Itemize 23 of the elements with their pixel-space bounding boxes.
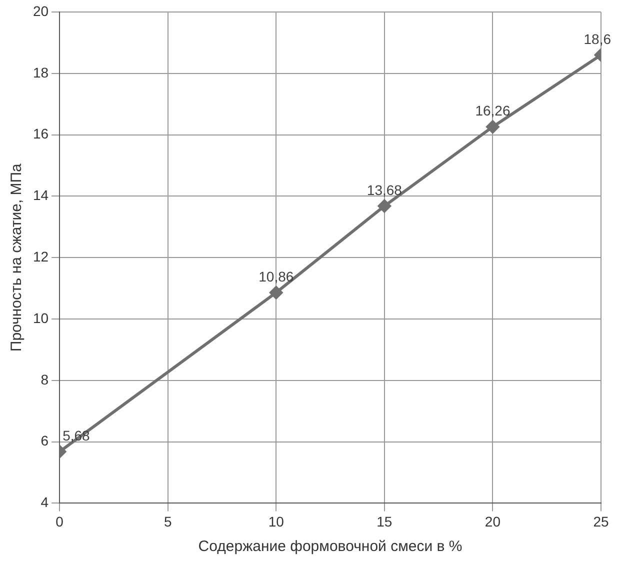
data-label: 18,6 xyxy=(584,30,612,47)
data-label: 10,86 xyxy=(258,268,294,284)
y-tick-label: 10 xyxy=(32,310,49,326)
x-tick-label: 5 xyxy=(164,513,172,530)
y-tick-label: 12 xyxy=(32,248,49,264)
x-tick-label: 15 xyxy=(376,513,392,530)
y-tick-label: 6 xyxy=(40,432,49,449)
y-axis-title: Прочность на сжатие, МПа xyxy=(8,162,26,352)
x-tick-label: 20 xyxy=(484,513,501,530)
point xyxy=(378,200,391,213)
y-tick-label: 18 xyxy=(32,64,49,80)
y-tick-label: 16 xyxy=(32,126,49,142)
x-axis-title: Содержание формовочной смеси в % xyxy=(198,538,462,556)
y-tick-label: 8 xyxy=(40,371,49,388)
y-tick-label: 4 xyxy=(40,494,49,510)
x-tick-label: 25 xyxy=(593,513,609,530)
x-tick-label: 10 xyxy=(268,513,284,530)
y-tick-label: 14 xyxy=(32,187,49,204)
data-label: 16,26 xyxy=(475,102,510,119)
y-tick-label: 20 xyxy=(32,2,49,19)
point xyxy=(270,286,283,300)
data-label: 13,68 xyxy=(366,182,402,198)
x-tick-label: 0 xyxy=(56,513,64,530)
